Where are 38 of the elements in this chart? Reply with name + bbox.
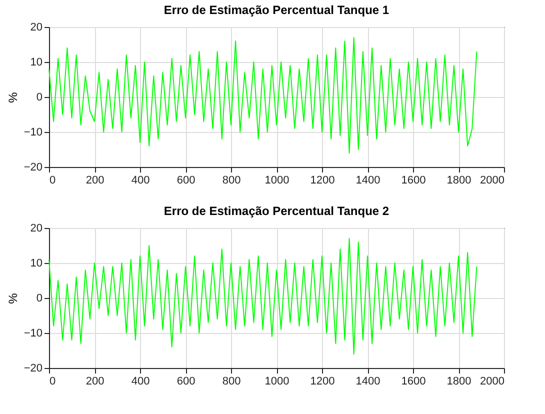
x-tick-label: 400 bbox=[131, 376, 150, 388]
x-tick-label: 2000 bbox=[480, 174, 504, 186]
y-tick-label: 10 bbox=[30, 258, 42, 270]
y-tick-label: 0 bbox=[36, 92, 42, 104]
x-tick-label: 0 bbox=[50, 376, 56, 388]
x-tick-label: 1000 bbox=[264, 174, 290, 186]
x-tick-label: 1200 bbox=[310, 376, 335, 388]
y-tick-label: −20 bbox=[24, 162, 42, 174]
x-tick-label: 800 bbox=[222, 174, 241, 186]
x-tick-label: 200 bbox=[86, 376, 104, 388]
y-tick-label: −20 bbox=[24, 362, 42, 374]
x-tick-label: 1400 bbox=[356, 376, 380, 388]
x-tick-label: 0 bbox=[50, 174, 56, 186]
y-tick-label: −10 bbox=[24, 126, 42, 138]
y-tick-label: 20 bbox=[30, 22, 42, 34]
x-tick-label: 1600 bbox=[401, 174, 426, 186]
y-tick-label: 10 bbox=[30, 56, 42, 68]
y-tick-label: 0 bbox=[36, 292, 42, 304]
y-axis-title: % bbox=[6, 292, 20, 304]
x-tick-label: 1400 bbox=[356, 174, 380, 186]
y-tick-label: −10 bbox=[24, 328, 42, 340]
x-tick-label: 1600 bbox=[401, 376, 426, 388]
x-tick-label: 1800 bbox=[446, 376, 472, 388]
chart-title: Erro de Estimação Percentual Tanque 1 bbox=[164, 3, 390, 17]
x-tick-label: 1800 bbox=[446, 174, 472, 186]
x-tick-label: 2000 bbox=[480, 376, 504, 388]
x-tick-label: 800 bbox=[222, 376, 241, 388]
line-series bbox=[48, 238, 478, 354]
x-tick-label: 600 bbox=[176, 376, 196, 388]
y-tick-label: 20 bbox=[30, 222, 42, 234]
line-series bbox=[48, 37, 478, 154]
x-tick-label: 1200 bbox=[310, 174, 335, 186]
x-tick-label: 200 bbox=[86, 174, 104, 186]
y-axis-title: % bbox=[6, 92, 20, 103]
x-tick-label: 400 bbox=[131, 174, 150, 186]
x-tick-label: 600 bbox=[176, 174, 196, 186]
chart-title: Erro de Estimação Percentual Tanque 2 bbox=[164, 204, 390, 218]
x-tick-label: 1000 bbox=[264, 376, 290, 388]
